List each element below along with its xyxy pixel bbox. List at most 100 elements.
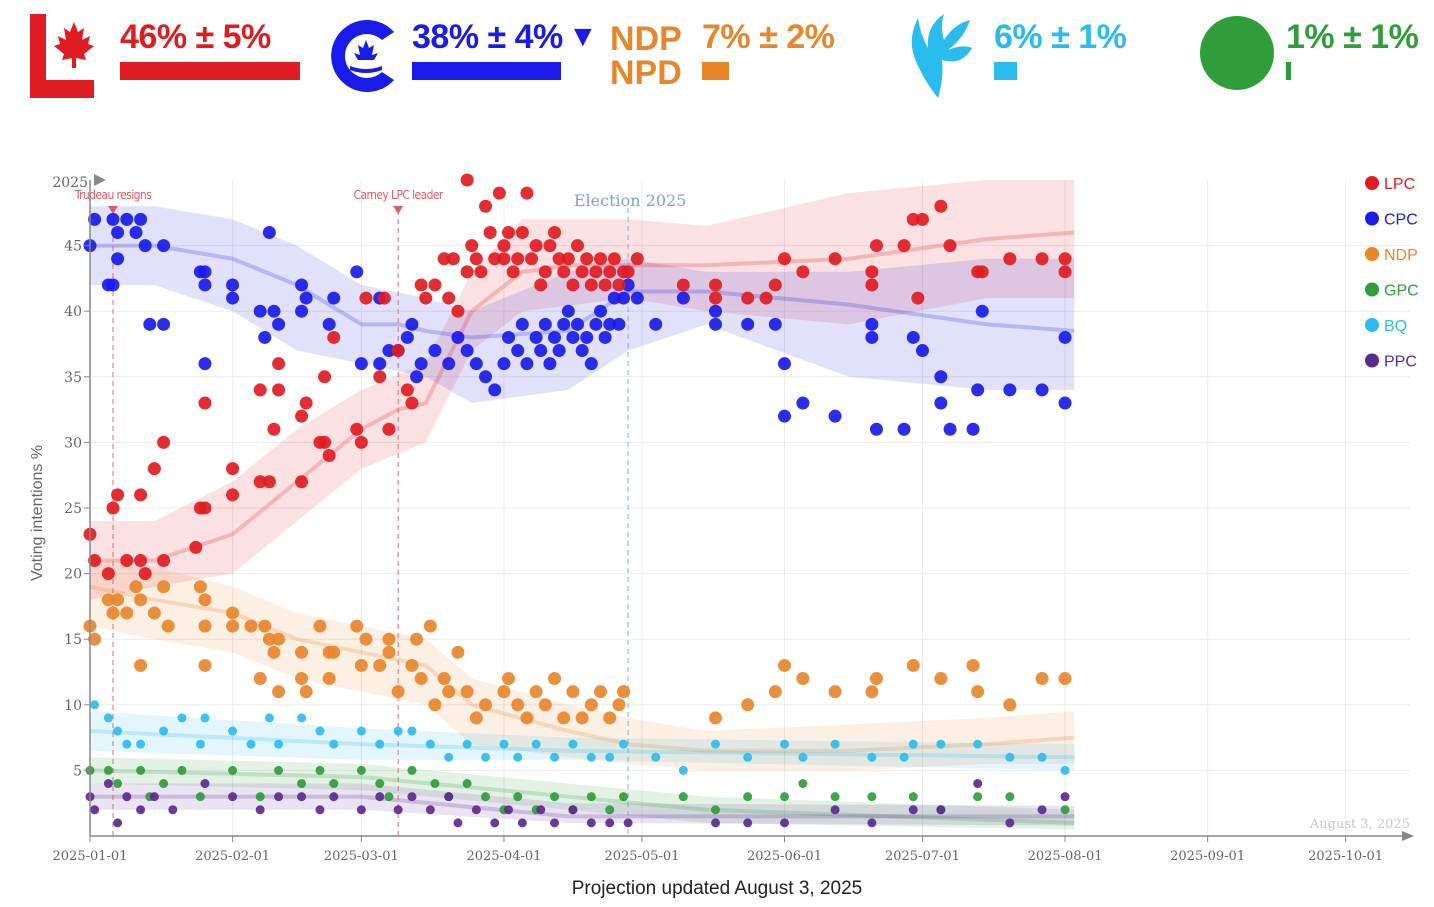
data-point-ndp (198, 619, 212, 633)
data-point-ndp (101, 593, 115, 607)
y-tick-label: 15 (64, 632, 82, 648)
data-point-cpc (621, 278, 635, 292)
data-point-lpc (543, 239, 557, 253)
legend-label-cpc: CPC (1384, 212, 1418, 229)
trend-ppc (90, 794, 1075, 819)
data-point-lpc (561, 252, 575, 266)
data-point-cpc (1058, 396, 1072, 410)
data-point-cpc (143, 317, 157, 331)
data-point-bq (177, 713, 187, 723)
data-point-lpc (189, 540, 203, 554)
data-point-gpc (908, 792, 918, 802)
data-point-cpc (796, 396, 810, 410)
data-point-lpc (483, 225, 497, 239)
data-point-lpc (267, 422, 281, 436)
data-point-ndp (391, 685, 405, 699)
data-point-bq (605, 752, 615, 762)
gpc-bar (1286, 62, 1291, 80)
cpc-bar (412, 62, 561, 80)
data-point-lpc (1058, 265, 1072, 279)
data-point-bq (407, 726, 417, 736)
data-point-cpc (106, 212, 120, 226)
data-point-cpc (915, 344, 929, 358)
data-point-ppc (830, 805, 840, 815)
data-point-ndp (350, 619, 364, 633)
band-bq (90, 711, 1075, 771)
data-point-ppc (122, 792, 132, 802)
legend-label-ndp: NDP (1384, 247, 1418, 264)
data-point-cpc (943, 422, 957, 436)
data-point-cpc (120, 212, 134, 226)
data-point-gpc (159, 779, 169, 789)
data-point-lpc (157, 553, 171, 567)
x-tick-label: 2025-04-01 (466, 849, 541, 864)
data-point-lpc (295, 409, 309, 423)
data-point-bq (678, 765, 688, 775)
data-point-ppc (393, 805, 403, 815)
data-point-ppc (490, 818, 500, 828)
data-point-cpc (676, 291, 690, 305)
gpc-logo-icon (1200, 16, 1274, 90)
x-tick-label: 2025-09-01 (1170, 849, 1245, 864)
data-point-lpc (1003, 252, 1017, 266)
x-tick-label: 2025-07-01 (885, 849, 960, 864)
data-point-lpc (469, 252, 483, 266)
data-point-ppc (504, 805, 514, 815)
data-point-lpc (1058, 252, 1072, 266)
data-point-bq (513, 752, 523, 762)
watermark-date: August 3, 2025 (1309, 817, 1410, 832)
data-point-cpc (460, 344, 474, 358)
data-point-lpc (511, 252, 525, 266)
data-point-lpc (607, 252, 621, 266)
data-point-ndp (502, 672, 516, 686)
data-point-ndp (497, 685, 511, 699)
data-point-ndp (520, 711, 534, 725)
data-point-cpc (134, 212, 148, 226)
top-axis-label: 2025 (52, 175, 88, 191)
data-point-bq (195, 739, 205, 749)
band-lpc (90, 180, 1075, 600)
data-point-ndp (428, 698, 442, 712)
cpc-logo-icon (331, 20, 394, 93)
data-point-ndp (262, 632, 276, 646)
data-point-ndp (584, 698, 598, 712)
data-point-cpc (630, 291, 644, 305)
data-point-ppc (517, 818, 527, 828)
data-point-gpc (356, 765, 366, 775)
data-point-lpc (382, 422, 396, 436)
trend-gpc (89, 768, 1075, 825)
data-point-ndp (313, 619, 327, 633)
data-point-ppc (297, 792, 307, 802)
data-point-cpc (226, 291, 240, 305)
data-point-lpc (460, 265, 474, 279)
data-point-lpc (299, 396, 313, 410)
data-point-ndp (295, 672, 309, 686)
top-axis-arrow-icon (94, 174, 106, 186)
data-point-ndp (258, 619, 272, 633)
data-point-ndp (295, 645, 309, 659)
data-point-lpc (497, 252, 511, 266)
data-point-bq (550, 752, 560, 762)
data-point-ndp (557, 711, 571, 725)
data-point-lpc (828, 252, 842, 266)
data-point-cpc (138, 239, 152, 253)
data-point-ndp (865, 685, 879, 699)
data-point-lpc (272, 357, 286, 371)
data-point-lpc (709, 291, 723, 305)
party-gpc: 1% ± 1% (1198, 8, 1434, 103)
data-point-ppc (425, 805, 435, 815)
data-point-bq (228, 726, 238, 736)
data-point-cpc (295, 304, 309, 318)
data-point-lpc (226, 462, 240, 476)
data-point-lpc (451, 304, 465, 318)
data-point-ndp (354, 658, 368, 672)
data-point-cpc (414, 357, 428, 371)
data-point-cpc (1003, 383, 1017, 397)
data-point-cpc (272, 317, 286, 331)
data-point-ppc (568, 805, 578, 815)
data-point-lpc (520, 186, 534, 200)
data-point-gpc (255, 792, 265, 802)
data-point-gpc (605, 805, 615, 815)
data-point-bq (375, 739, 385, 749)
cpc-trend-down-icon: ▼ (568, 20, 598, 53)
